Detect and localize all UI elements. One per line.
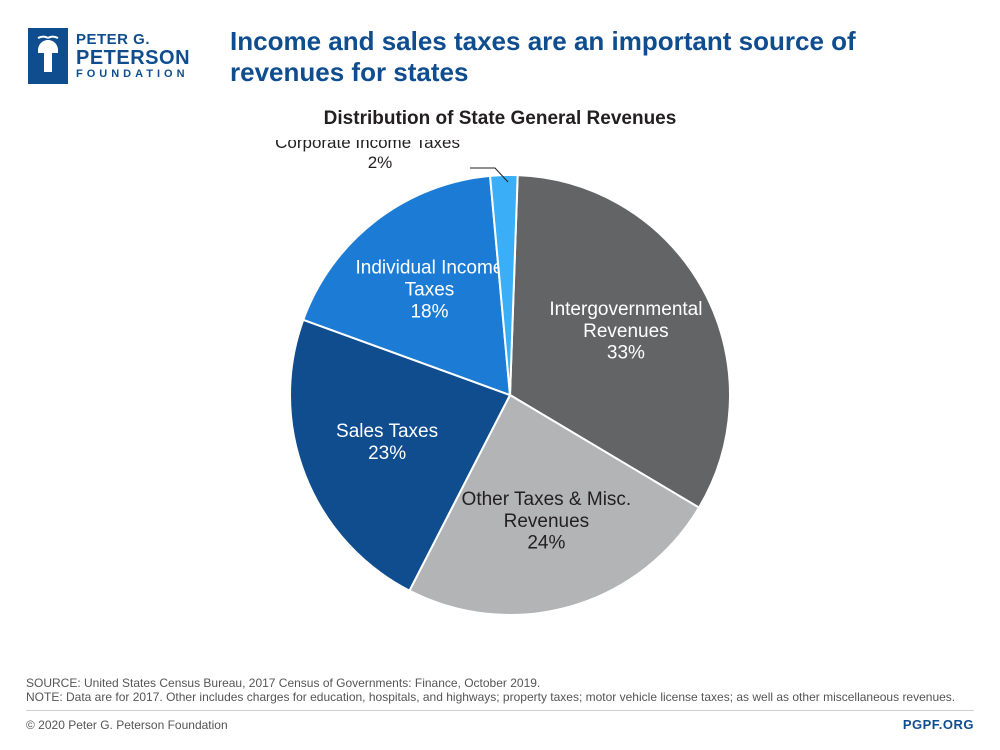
- logo-line1: PETER G.: [76, 32, 190, 48]
- footer: SOURCE: United States Census Bureau, 201…: [26, 676, 974, 732]
- chart-subtitle: Distribution of State General Revenues: [0, 108, 1000, 130]
- logo-mark-icon: [28, 28, 68, 84]
- note-line: NOTE: Data are for 2017. Other includes …: [26, 690, 974, 704]
- page: PETER G. PETERSON FOUNDATION Income and …: [0, 0, 1000, 750]
- source-line: SOURCE: United States Census Bureau, 201…: [26, 676, 974, 690]
- site-link[interactable]: PGPF.ORG: [903, 717, 974, 732]
- logo-line3: FOUNDATION: [76, 69, 190, 81]
- logo-text: PETER G. PETERSON FOUNDATION: [76, 32, 190, 80]
- chart-title: Income and sales taxes are an important …: [230, 26, 960, 88]
- footer-divider: [26, 710, 974, 711]
- logo: PETER G. PETERSON FOUNDATION: [28, 28, 190, 84]
- copyright: © 2020 Peter G. Peterson Foundation: [26, 718, 228, 732]
- logo-line2: PETERSON: [76, 48, 190, 69]
- pie-chart: IntergovernmentalRevenues33%Other Taxes …: [0, 140, 1000, 640]
- slice-label: Corporate Income Taxes2%: [275, 140, 460, 172]
